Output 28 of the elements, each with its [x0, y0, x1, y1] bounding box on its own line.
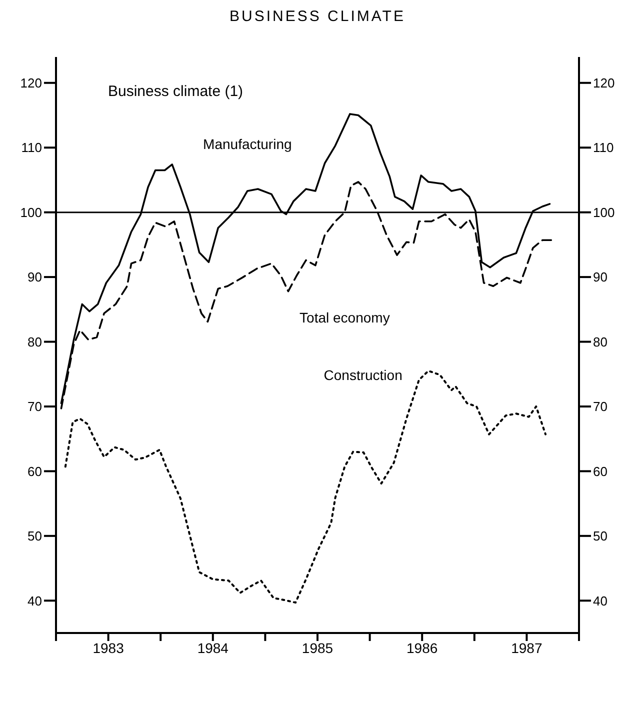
y2-tick-label: 60: [593, 464, 608, 479]
y-tick-label: 110: [21, 140, 42, 156]
x-tick-label: 1985: [302, 640, 334, 656]
y2-tick-label: 70: [593, 399, 608, 414]
x-tick-label: 1986: [406, 640, 438, 656]
y-tick-label: 80: [28, 334, 42, 350]
y-tick-label: 120: [20, 76, 42, 91]
y2-tick-label: 80: [593, 334, 608, 350]
y-tick-label: 40: [28, 593, 42, 608]
text: Manufacturing: [203, 136, 292, 152]
chart-title: BUSINESS CLIMATE: [228, 8, 406, 25]
y-tick-label: 50: [28, 528, 42, 544]
y2-tick-label: 50: [593, 528, 608, 544]
y-tick-label: 70: [28, 399, 42, 414]
text: Business climate (1): [108, 83, 244, 100]
y2-tick-label: 110: [593, 140, 614, 156]
y-tick-label: 90: [28, 270, 42, 285]
y-tick-label: 60: [28, 464, 42, 479]
series-label: Total economy: [300, 309, 390, 326]
x-tick-label: 1984: [197, 640, 229, 656]
series-label: Construction: [324, 366, 402, 383]
y2-tick-label: 120: [593, 76, 615, 91]
y-tick-label: 100: [20, 204, 42, 220]
x-tick-label: 1983: [92, 640, 124, 656]
y2-tick-label: 90: [593, 270, 608, 285]
y2-tick-label: 40: [593, 593, 608, 608]
y2-tick-label: 100: [593, 204, 615, 220]
x-tick-label: 1987: [511, 640, 542, 656]
